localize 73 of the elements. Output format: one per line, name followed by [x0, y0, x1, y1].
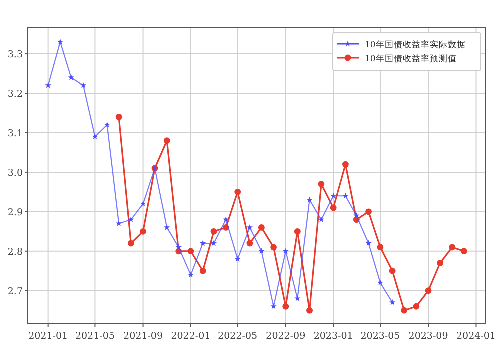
- point: [460, 248, 468, 255]
- point: [188, 272, 194, 278]
- y-tick-label: 3.3: [8, 50, 23, 61]
- point: [330, 192, 337, 199]
- point: [342, 192, 349, 199]
- point: [282, 248, 289, 254]
- point: [140, 228, 146, 235]
- point: [234, 256, 241, 262]
- point: [437, 260, 444, 266]
- x-tick-label: 2023-09: [408, 331, 448, 342]
- point: [306, 307, 313, 314]
- point: [330, 204, 337, 212]
- point: [318, 216, 325, 222]
- point: [57, 39, 64, 45]
- point: [377, 244, 384, 251]
- y-tick-label: 2.9: [8, 207, 23, 218]
- point: [413, 303, 420, 310]
- x-tick-label: 2021-09: [124, 331, 164, 342]
- y-tick-label: 3.0: [8, 168, 23, 179]
- x-tick-label: 2023-01: [314, 331, 354, 342]
- point: [425, 288, 432, 294]
- point: [258, 248, 265, 254]
- point: [200, 268, 206, 274]
- point: [164, 224, 170, 230]
- point: [128, 240, 134, 247]
- point: [200, 240, 206, 246]
- point: [104, 122, 110, 128]
- point: [306, 196, 313, 203]
- x-tick-label: 2022-05: [218, 331, 258, 342]
- point: [270, 244, 278, 251]
- point: [449, 244, 456, 251]
- point: [258, 224, 265, 231]
- point: [270, 303, 277, 310]
- point: [294, 228, 301, 235]
- point: [116, 220, 122, 226]
- point: [246, 240, 254, 247]
- x-tick-label: 2021-05: [75, 331, 115, 342]
- point: [389, 268, 396, 274]
- point: [366, 208, 372, 216]
- point: [140, 200, 146, 207]
- point: [354, 212, 360, 218]
- x-tick-label: 2021-01: [28, 331, 68, 342]
- x-tick-label: 2023-05: [360, 331, 400, 342]
- point: [176, 244, 182, 250]
- point: [401, 307, 408, 314]
- point: [282, 303, 290, 310]
- x-tick-label: 2022-01: [171, 331, 211, 342]
- point: [294, 296, 301, 302]
- point: [45, 82, 52, 88]
- point: [210, 228, 218, 235]
- legend-label: 10年国债收益率实际数据: [365, 40, 466, 50]
- y-tick-label: 2.8: [8, 246, 23, 258]
- point: [80, 82, 87, 88]
- x-tick-label: 2022-09: [266, 331, 306, 342]
- point: [377, 280, 384, 286]
- point: [246, 224, 254, 230]
- y-tick-label: 3.1: [8, 128, 23, 140]
- y-tick-label: 3.2: [8, 89, 23, 100]
- point: [318, 181, 325, 188]
- x-tick-label: 2024-01: [456, 331, 496, 342]
- point: [234, 188, 242, 196]
- point: [188, 248, 194, 255]
- point: [223, 216, 230, 222]
- point: [92, 134, 98, 140]
- point: [390, 299, 396, 306]
- y-tick-label: 2.7: [8, 286, 23, 298]
- point: [68, 74, 74, 80]
- point: [342, 161, 349, 168]
- point: [210, 240, 218, 246]
- point: [164, 138, 170, 144]
- point: [116, 114, 122, 120]
- point: [366, 240, 372, 246]
- legend-label: 10年国债收益率预测值: [365, 54, 457, 64]
